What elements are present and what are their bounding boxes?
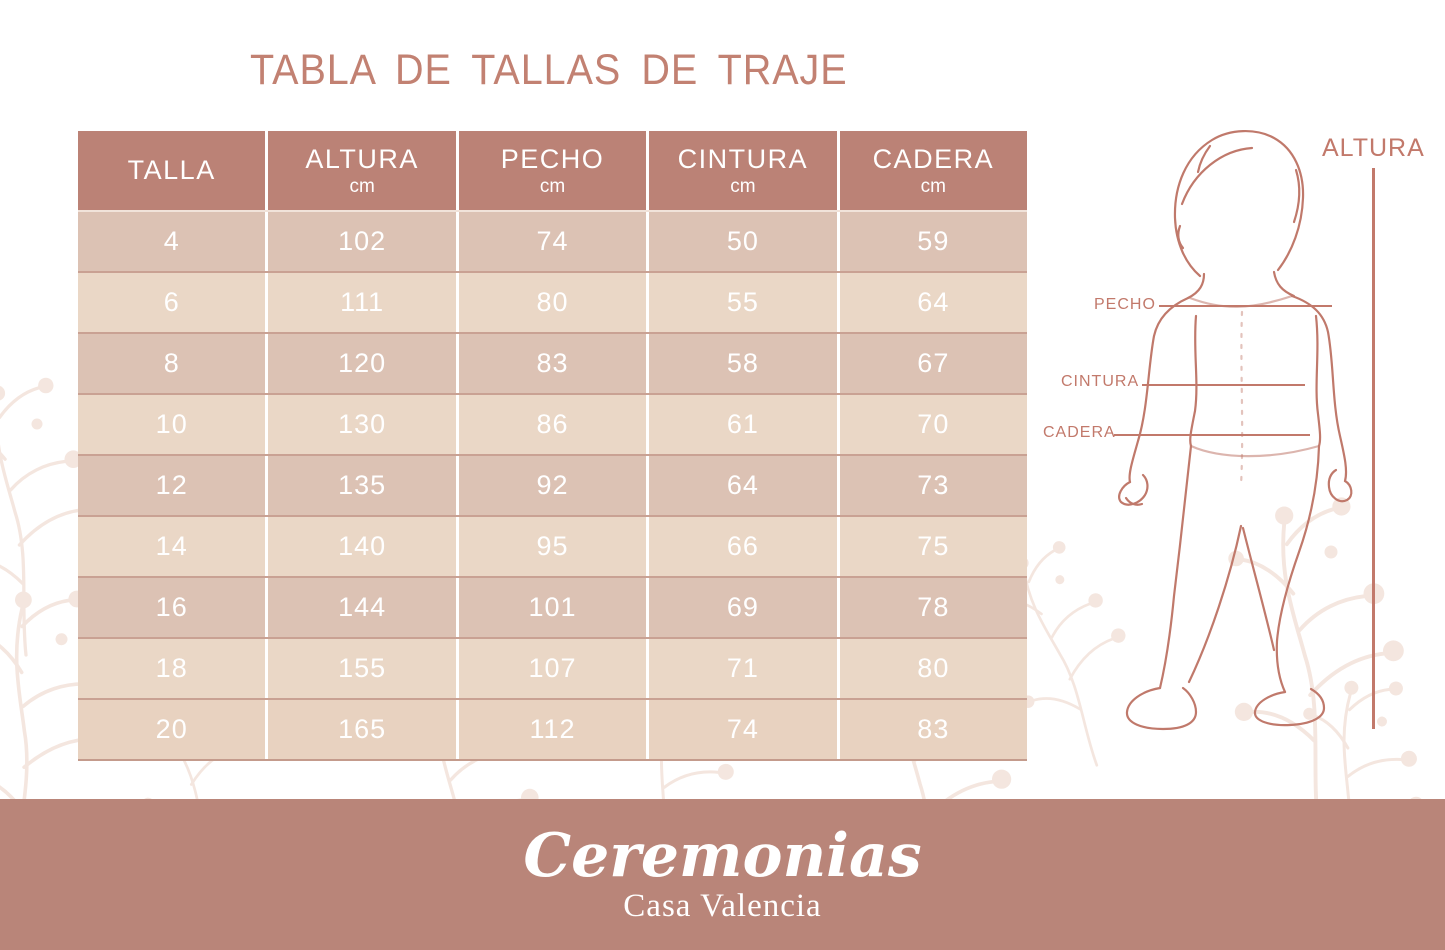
table-cell: 71 [649, 639, 840, 698]
table-row: 12 135 92 64 73 [78, 454, 1027, 515]
table-cell: 14 [78, 517, 269, 576]
table-cell: 6 [78, 273, 269, 332]
brand-logo-script: Ceremonias [523, 820, 922, 891]
table-cell: 20 [78, 700, 269, 759]
cadera-measure-line [1114, 434, 1310, 436]
header-cell-pecho: PECHO cm [459, 131, 650, 210]
header-cell-cadera: CADERA cm [840, 131, 1027, 210]
table-cell: 165 [268, 700, 459, 759]
table-cell: 80 [459, 273, 650, 332]
brand-logo-subtitle: Casa Valencia [623, 887, 822, 924]
table-cell: 59 [917, 226, 950, 256]
table-cell: 75 [917, 531, 950, 561]
header-unit: cm [920, 175, 946, 197]
table-row: 14 140 95 66 75 [78, 515, 1027, 576]
table-cell: 101 [459, 578, 650, 637]
table-row: 20 165 112 74 83 [78, 698, 1027, 759]
header-unit: cm [349, 175, 375, 197]
table-cell: 8 [78, 334, 269, 393]
table-cell: 112 [459, 700, 650, 759]
header-label: CINTURA [677, 143, 809, 174]
table-cell: 83 [917, 714, 950, 744]
header-unit: cm [730, 175, 756, 197]
table-header-row: TALLA ALTURA cm PECHO cm CINTURA cm CADE… [78, 131, 1027, 210]
header-cell-talla: TALLA [78, 131, 269, 210]
table-cell: 69 [649, 578, 840, 637]
header-unit: cm [539, 175, 566, 197]
table-cell: 70 [917, 409, 950, 439]
table-cell: 55 [649, 273, 840, 332]
table-cell: 74 [459, 212, 650, 271]
header-label: PECHO [500, 143, 605, 174]
pecho-measure-line [1159, 305, 1332, 307]
table-cell: 16 [78, 578, 269, 637]
table-cell: 18 [78, 639, 269, 698]
table-cell: 74 [649, 700, 840, 759]
header-cell-altura: ALTURA cm [268, 131, 459, 210]
table-cell: 67 [917, 348, 950, 378]
table-cell: 58 [649, 334, 840, 393]
cadera-measure-label: CADERA [1043, 424, 1116, 441]
table-cell: 92 [459, 456, 650, 515]
table-cell: 64 [649, 456, 840, 515]
table-cell: 4 [78, 212, 269, 271]
table-cell: 64 [917, 287, 950, 317]
page-title: TABLA DE TALLAS DE TRAJE [250, 46, 848, 94]
table-row: 10 130 86 61 70 [78, 393, 1027, 454]
cintura-measure-label: CINTURA [1061, 373, 1140, 390]
table-cell: 95 [459, 517, 650, 576]
table-cell: 111 [268, 273, 459, 332]
header-cell-cintura: CINTURA cm [649, 131, 840, 210]
header-label: ALTURA [305, 143, 419, 174]
table-row: 18 155 107 71 80 [78, 637, 1027, 698]
boy-silhouette-illustration [1118, 129, 1353, 731]
table-cell: 144 [268, 578, 459, 637]
cintura-measure-line [1142, 384, 1305, 386]
table-cell: 78 [917, 592, 950, 622]
table-cell: 120 [268, 334, 459, 393]
header-label: CADERA [872, 143, 995, 174]
brand-banner: Ceremonias Casa Valencia [0, 799, 1445, 950]
table-cell: 66 [649, 517, 840, 576]
table-cell: 10 [78, 395, 269, 454]
table-cell: 155 [268, 639, 459, 698]
table-cell: 80 [917, 653, 950, 683]
pecho-measure-label: PECHO [1094, 296, 1156, 313]
table-cell: 102 [268, 212, 459, 271]
table-cell: 50 [649, 212, 840, 271]
header-label: TALLA [127, 154, 216, 185]
table-row: 6 111 80 55 64 [78, 271, 1027, 332]
table-body: 4 102 74 50 59 6 111 80 55 64 8 120 83 5… [78, 210, 1027, 761]
table-row: 16 144 101 69 78 [78, 576, 1027, 637]
table-row: 8 120 83 58 67 [78, 332, 1027, 393]
altura-measure-line [1372, 168, 1375, 729]
table-cell: 130 [268, 395, 459, 454]
table-cell: 61 [649, 395, 840, 454]
table-cell: 107 [459, 639, 650, 698]
table-cell: 140 [268, 517, 459, 576]
table-cell: 12 [78, 456, 269, 515]
table-cell: 73 [917, 470, 950, 500]
altura-measure-label: ALTURA [1322, 134, 1425, 162]
size-table: TALLA ALTURA cm PECHO cm CINTURA cm CADE… [78, 131, 1027, 761]
table-cell: 83 [459, 334, 650, 393]
table-cell: 135 [268, 456, 459, 515]
table-cell: 86 [459, 395, 650, 454]
table-row: 4 102 74 50 59 [78, 210, 1027, 271]
